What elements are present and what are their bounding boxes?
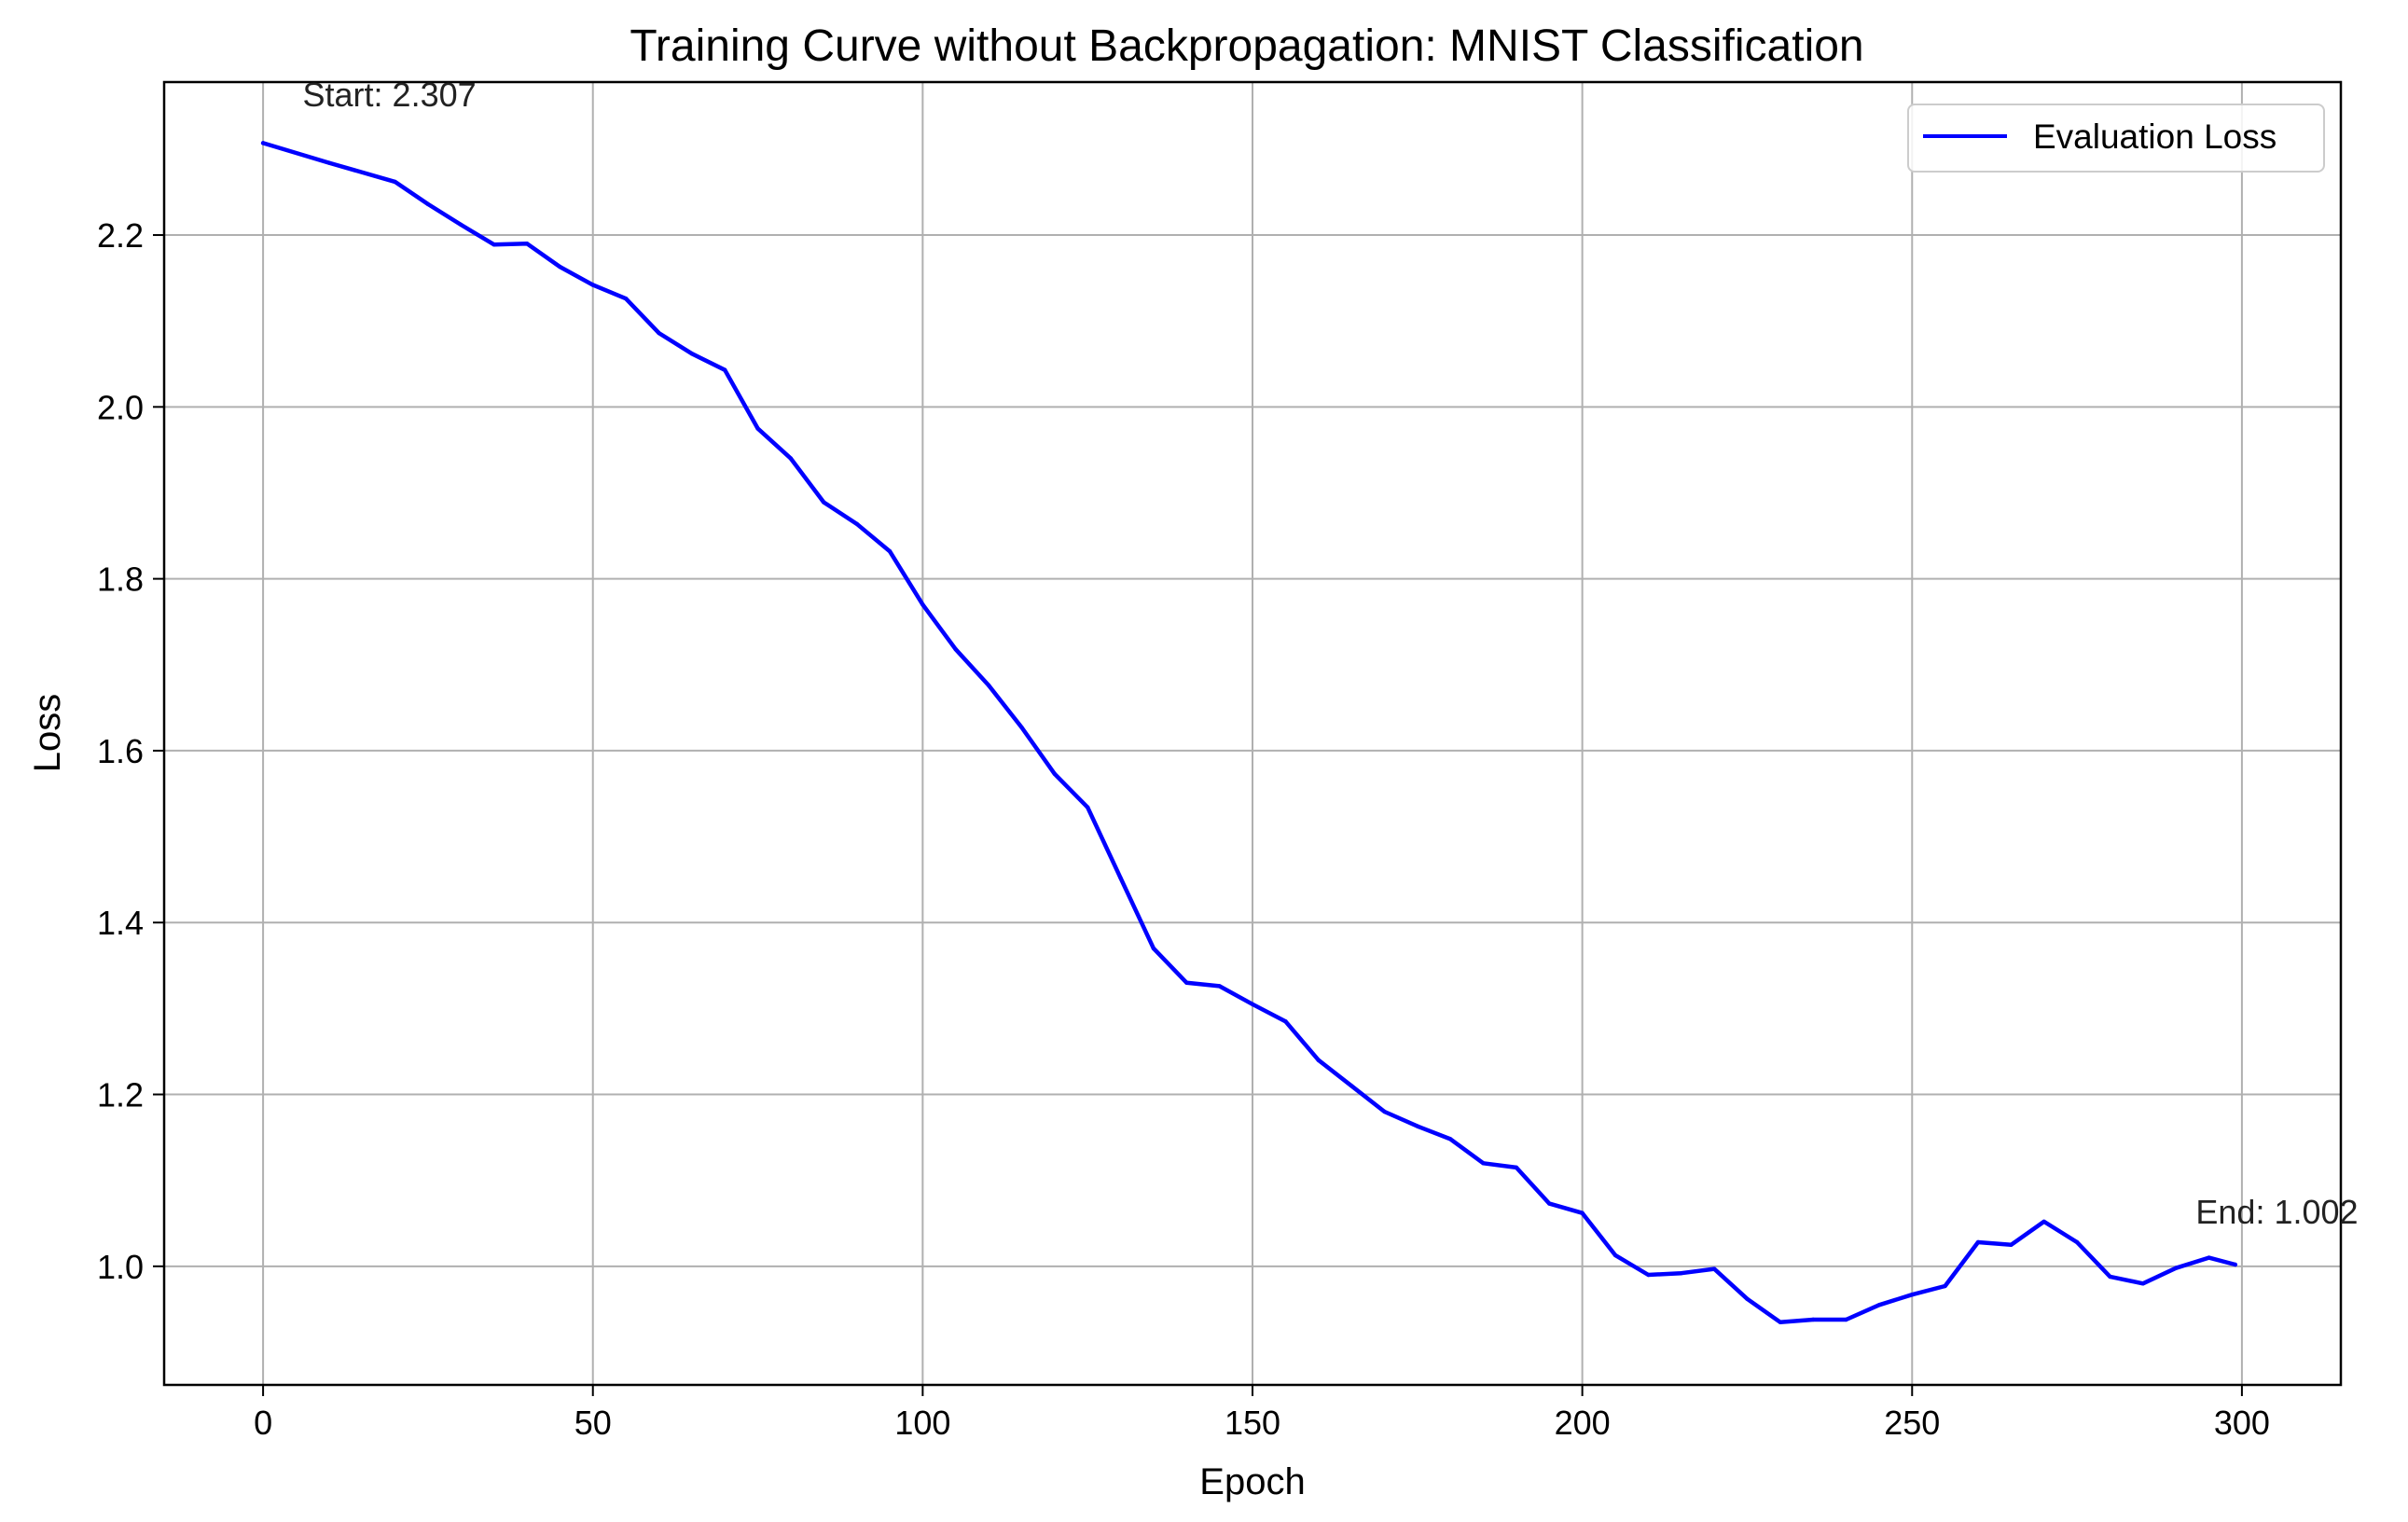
annotations: Start: 2.307 End: 1.002	[303, 76, 2359, 1231]
data-point	[459, 222, 464, 228]
data-point	[1745, 1296, 1750, 1302]
data-point	[1019, 725, 1024, 730]
data-point	[2041, 1219, 2046, 1225]
data-point	[986, 683, 991, 688]
data-point	[1316, 1058, 1321, 1062]
data-point	[1844, 1317, 1848, 1322]
x-axis: 0 50 100 150 200 250 300	[254, 1385, 2270, 1442]
data-point	[1349, 1084, 1354, 1088]
data-point	[1711, 1266, 1717, 1271]
y-tick-label: 1.2	[97, 1076, 144, 1114]
data-point	[1811, 1317, 1816, 1322]
data-point	[2009, 1242, 2014, 1248]
x-tick-label: 100	[894, 1404, 950, 1442]
data-point	[822, 500, 826, 505]
data-point	[1481, 1161, 1486, 1166]
annotation-0: Start: 2.307	[303, 76, 477, 114]
data-point	[788, 456, 794, 461]
data-point	[1217, 984, 1222, 989]
y-tick-label: 1.8	[97, 560, 144, 599]
y-tick-label: 1.0	[97, 1248, 144, 1286]
y-tick-label: 1.4	[97, 904, 144, 942]
y-tick-label: 2.0	[97, 388, 144, 426]
data-point	[920, 602, 925, 607]
data-point	[590, 283, 595, 287]
data-point	[2108, 1274, 2112, 1280]
legend: Evaluation Loss	[1907, 104, 2325, 173]
data-point	[953, 647, 958, 652]
y-tick-label: 1.6	[97, 732, 144, 770]
legend-label: Evaluation Loss	[2033, 118, 2277, 156]
data-point	[260, 141, 266, 145]
data-point	[755, 426, 760, 431]
data-point	[887, 548, 893, 554]
data-point	[1250, 1002, 1255, 1007]
x-tick-label: 0	[254, 1404, 272, 1442]
data-point	[1943, 1283, 1947, 1289]
data-point	[1514, 1165, 1519, 1170]
y-tick-label: 2.2	[97, 216, 144, 255]
data-point	[1052, 771, 1058, 776]
x-axis-label: Epoch	[1199, 1461, 1305, 1502]
x-tick-label: 50	[574, 1404, 612, 1442]
data-point	[1184, 980, 1189, 985]
data-point	[623, 297, 629, 301]
y-axis: 1.0 1.2 1.4 1.6 1.8 2.0 2.2	[97, 216, 164, 1286]
data-point	[524, 242, 530, 246]
data-point	[558, 264, 562, 270]
data-point	[1975, 1239, 1981, 1245]
legend-box	[1907, 104, 2325, 173]
data-point	[1448, 1137, 1453, 1142]
grid	[164, 82, 2341, 1385]
chart-title: Training Curve without Backpropagation: …	[630, 21, 1863, 71]
data-point	[723, 367, 727, 372]
data-point	[1910, 1293, 1915, 1297]
data-point	[425, 201, 431, 207]
data-point	[1547, 1201, 1552, 1206]
data-point	[393, 179, 397, 185]
data-point	[2140, 1281, 2145, 1286]
data-point	[854, 521, 859, 526]
annotation-1: End: 1.002	[2195, 1193, 2358, 1231]
data-point	[1778, 1320, 1783, 1324]
data-point	[2174, 1266, 2179, 1270]
x-tick-label: 200	[1555, 1404, 1611, 1442]
data-point	[689, 352, 694, 356]
series-layer	[260, 141, 2238, 1324]
x-tick-label: 250	[1884, 1404, 1940, 1442]
data-point	[657, 330, 661, 336]
data-point	[1612, 1252, 1618, 1258]
data-point	[1679, 1271, 1683, 1276]
data-point	[1086, 805, 1090, 809]
data-point	[491, 242, 496, 247]
data-point	[1646, 1272, 1651, 1278]
data-point	[2074, 1239, 2080, 1245]
data-point	[1283, 1019, 1288, 1024]
data-point	[1382, 1109, 1387, 1114]
data-point	[1580, 1211, 1585, 1215]
data-point	[1415, 1124, 1420, 1128]
data-point	[1876, 1303, 1882, 1308]
x-tick-label: 300	[2214, 1404, 2270, 1442]
data-point	[326, 160, 331, 165]
data-point	[1118, 876, 1123, 880]
data-point	[2207, 1255, 2211, 1260]
y-axis-label: Loss	[27, 694, 68, 773]
data-point	[1151, 946, 1156, 951]
x-tick-label: 150	[1225, 1404, 1280, 1442]
data-point	[2233, 1262, 2237, 1267]
